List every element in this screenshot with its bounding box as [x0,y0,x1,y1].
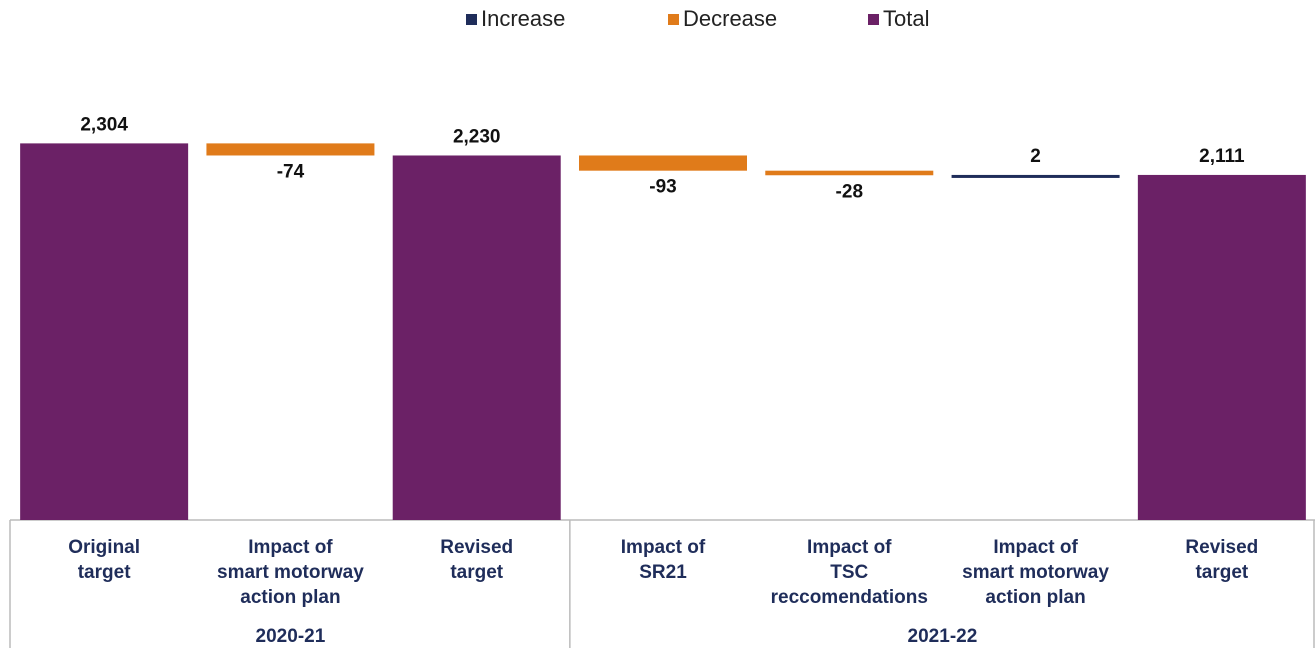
x-tick-label: Original [68,537,140,558]
legend-marker [668,14,679,25]
bar [951,174,1120,178]
value-label: 2 [1030,146,1041,167]
legend-marker [466,14,477,25]
x-tick-label: Impact of [807,537,892,558]
value-label: 2,230 [453,126,501,147]
value-label: -74 [277,161,305,182]
x-tick-label: reccomendations [771,587,928,608]
x-tick-label: smart motorway [962,562,1109,583]
bar [579,155,747,171]
group-label: 2020-21 [256,626,326,647]
x-tick-label: Impact of [993,537,1078,558]
value-label: -28 [836,181,863,202]
x-tick-label: action plan [985,587,1085,608]
bar [20,143,189,520]
bar [392,155,561,520]
x-tick-label: target [78,562,131,583]
value-label: 2,111 [1199,146,1245,167]
x-tick-label: SR21 [639,562,687,583]
legend-label: Increase [481,6,565,31]
value-label: -93 [649,177,676,198]
x-tick-label: action plan [240,587,340,608]
bar [765,170,934,176]
value-label: 2,304 [80,114,128,135]
legend-label: Total [883,6,929,31]
legend-marker [868,14,879,25]
x-tick-label: target [450,562,503,583]
legend-label: Decrease [683,6,777,31]
x-tick-label: TSC [830,562,868,583]
x-tick-label: target [1195,562,1248,583]
bar [1137,174,1306,521]
x-tick-label: Impact of [248,537,333,558]
x-tick-label: smart motorway [217,562,364,583]
bar [206,143,375,156]
group-label: 2021-22 [908,626,978,647]
x-tick-label: Revised [440,537,513,558]
x-tick-label: Revised [1185,537,1258,558]
x-tick-label: Impact of [621,537,706,558]
